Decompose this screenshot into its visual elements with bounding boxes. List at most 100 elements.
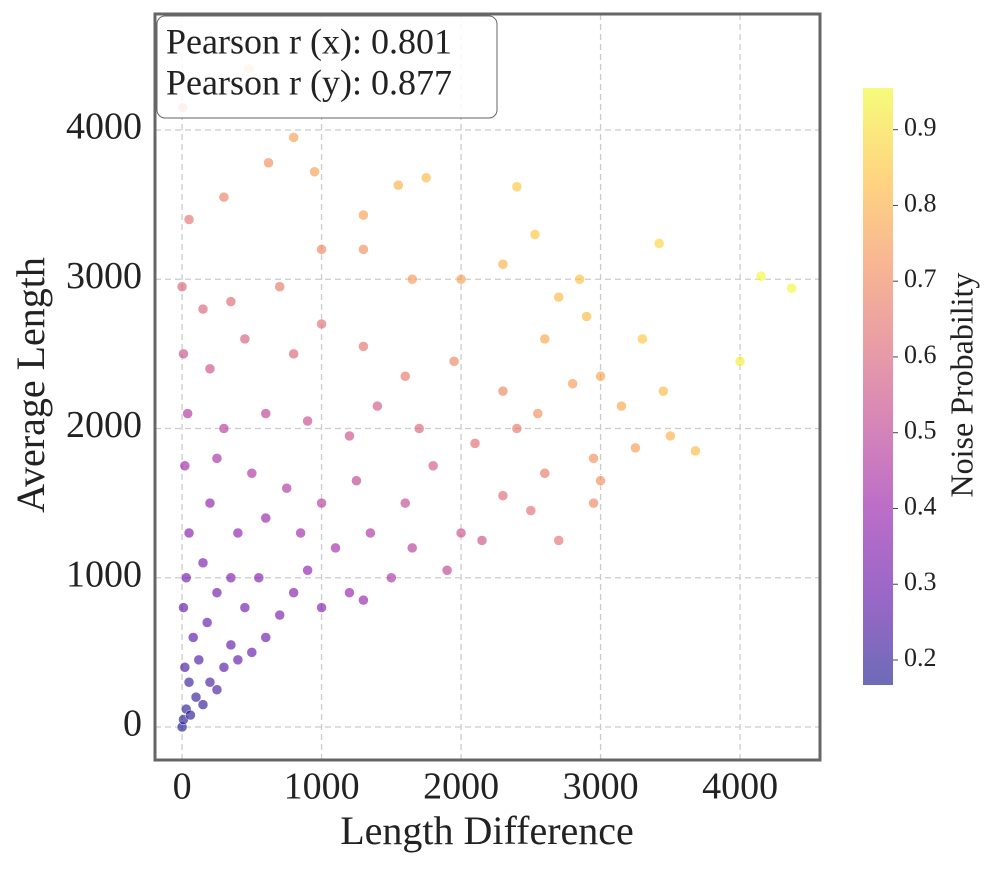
point xyxy=(344,587,355,598)
point xyxy=(497,490,509,501)
point xyxy=(497,385,509,397)
point xyxy=(179,460,191,472)
point xyxy=(183,214,195,225)
colorbar-tick-label: 0.8 xyxy=(904,188,937,217)
x-tick-label: 4000 xyxy=(702,766,778,808)
point xyxy=(358,594,369,606)
point xyxy=(316,244,327,255)
point xyxy=(455,527,467,539)
colorbar-tick-label: 0.7 xyxy=(904,264,937,293)
point xyxy=(179,662,191,673)
point xyxy=(413,423,425,434)
point xyxy=(406,542,418,554)
plot-frame xyxy=(153,12,822,762)
colorbar-tick-label: 0.2 xyxy=(904,643,937,672)
annotation-box xyxy=(156,15,498,119)
points xyxy=(176,63,797,733)
colorbar-tick-label: 0.9 xyxy=(904,113,937,142)
point xyxy=(574,273,585,285)
point xyxy=(288,132,299,143)
point xyxy=(187,632,199,643)
point xyxy=(288,348,299,360)
point xyxy=(469,438,481,449)
annotation: Pearson r (x): 0.801 xyxy=(166,21,452,61)
point xyxy=(358,341,369,352)
point xyxy=(344,430,355,442)
point xyxy=(246,647,258,658)
point xyxy=(358,244,369,255)
point xyxy=(274,609,285,621)
y-tick-label: 0 xyxy=(123,703,142,745)
x-tick-label: 2000 xyxy=(423,766,499,808)
x-tick-label: 3000 xyxy=(563,766,639,808)
y-tick-label: 2000 xyxy=(66,404,142,446)
colorbar-tick-label: 0.5 xyxy=(904,416,937,445)
point xyxy=(309,166,320,178)
colorbar-tick-label: 0.3 xyxy=(904,567,937,596)
colorbar-label: Noise Probability xyxy=(943,273,979,498)
point xyxy=(263,157,274,169)
point xyxy=(351,475,362,486)
point xyxy=(400,497,411,509)
point xyxy=(330,542,341,554)
point xyxy=(525,505,537,516)
x-tick-label: 1000 xyxy=(284,766,360,808)
point xyxy=(211,684,223,695)
point xyxy=(690,445,701,457)
point xyxy=(182,408,193,419)
y-axis-label: Average Length xyxy=(8,257,53,513)
x-axis-label: Length Difference xyxy=(340,808,634,853)
point xyxy=(386,572,397,584)
point xyxy=(365,527,376,539)
point xyxy=(653,238,665,249)
point xyxy=(197,557,209,569)
point xyxy=(302,415,313,427)
y-tick-label: 4000 xyxy=(66,106,142,148)
point xyxy=(204,676,216,688)
point xyxy=(441,565,453,576)
point xyxy=(232,654,244,666)
point xyxy=(588,497,599,509)
point xyxy=(218,423,230,434)
point xyxy=(211,453,223,464)
point xyxy=(665,430,676,442)
point xyxy=(595,371,606,382)
point xyxy=(427,460,439,472)
point xyxy=(260,632,272,643)
point xyxy=(288,587,299,598)
point xyxy=(246,468,258,479)
x-tick-label: 0 xyxy=(173,766,192,808)
point xyxy=(183,527,195,539)
point xyxy=(406,273,418,285)
point xyxy=(193,654,205,666)
colorbar-tick-label: 0.6 xyxy=(904,340,937,369)
point xyxy=(553,291,564,303)
y-tick-label: 3000 xyxy=(66,255,142,297)
point xyxy=(197,699,209,710)
point xyxy=(239,602,251,613)
point xyxy=(260,408,272,419)
annotation: Pearson r (y): 0.877 xyxy=(166,62,452,102)
point xyxy=(786,282,797,294)
point xyxy=(201,617,213,628)
point xyxy=(529,229,541,240)
point xyxy=(218,662,230,673)
point xyxy=(476,535,488,546)
point xyxy=(539,333,551,345)
point xyxy=(274,281,285,292)
point xyxy=(197,303,209,315)
point xyxy=(218,191,230,203)
point xyxy=(204,497,216,509)
point xyxy=(239,333,251,345)
point xyxy=(616,400,627,412)
point xyxy=(178,348,189,360)
point xyxy=(734,356,746,367)
point xyxy=(180,572,192,584)
point xyxy=(316,318,327,330)
point xyxy=(225,296,237,307)
point xyxy=(637,333,648,345)
point xyxy=(511,181,523,192)
point xyxy=(260,512,272,524)
point xyxy=(253,572,265,584)
